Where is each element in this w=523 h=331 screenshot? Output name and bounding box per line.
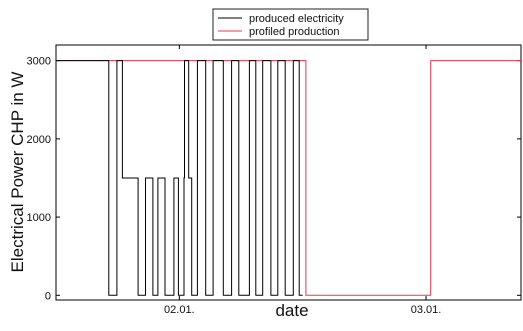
- y-tick-label: 2000: [27, 134, 51, 146]
- plot-frame: [55, 44, 522, 301]
- legend: produced electricity profiled production: [212, 8, 369, 41]
- y-tick-label: 1000: [27, 212, 51, 224]
- x-axis-title: date: [275, 301, 308, 320]
- series-layer: [56, 60, 521, 296]
- y-tick-label: 3000: [27, 56, 51, 68]
- legend-box: [212, 8, 369, 41]
- series-line-produced: [56, 60, 303, 296]
- y-tick-label: 0: [45, 290, 51, 302]
- y-axis-title: Electrical Power CHP in W: [8, 72, 27, 273]
- y-axis-ticks: 0 1000 2000 3000: [27, 56, 521, 302]
- legend-label-produced: produced electricity: [249, 13, 344, 25]
- x-tick-label: 03.01.: [411, 304, 442, 316]
- x-tick-label: 02.01.: [164, 304, 195, 316]
- legend-label-profiled: profiled production: [249, 26, 340, 38]
- x-axis-ticks: 02.01. 03.01.: [164, 45, 441, 316]
